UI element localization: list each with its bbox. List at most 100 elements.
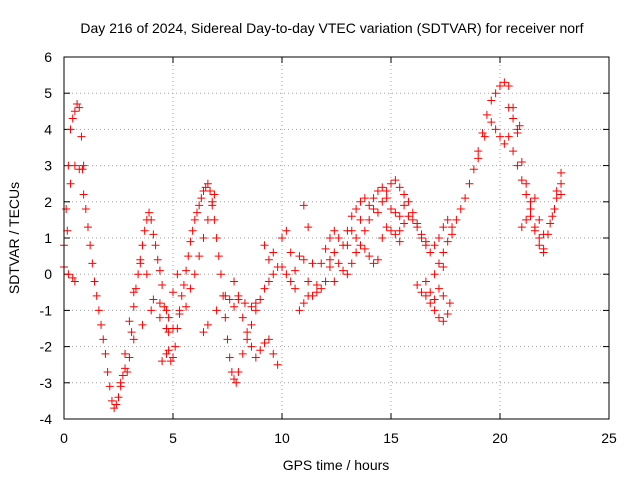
data-point (461, 194, 470, 203)
data-point (83, 223, 92, 232)
data-point (421, 237, 430, 246)
data-point (140, 226, 149, 235)
data-point (158, 281, 167, 290)
data-point (387, 179, 395, 188)
data-point (138, 241, 147, 250)
y-tick-label: -1 (40, 302, 53, 318)
data-point (513, 161, 522, 170)
data-point (430, 295, 439, 304)
data-point (151, 241, 160, 250)
data-point (347, 212, 356, 221)
data-point (129, 302, 138, 311)
data-point (269, 270, 278, 279)
data-point (557, 168, 566, 177)
plot-frame (63, 56, 610, 420)
data-point (203, 320, 212, 329)
data-point (395, 237, 404, 246)
data-point (474, 147, 483, 156)
data-point (64, 270, 73, 279)
data-point (426, 288, 435, 297)
data-point (86, 241, 95, 250)
data-point (97, 320, 106, 329)
data-point (434, 259, 443, 268)
data-point (304, 291, 313, 300)
data-point (164, 346, 173, 355)
data-point (491, 89, 500, 98)
data-point (500, 139, 509, 148)
data-point (123, 367, 132, 376)
data-point (101, 349, 110, 358)
x-axis-label: GPS time / hours (283, 457, 390, 473)
data-point (421, 291, 430, 300)
data-point (88, 259, 97, 268)
data-point (443, 310, 452, 319)
data-point (282, 226, 291, 235)
data-point (182, 266, 191, 275)
data-point (155, 266, 164, 275)
data-point (369, 205, 378, 214)
data-point (273, 360, 282, 369)
data-point (286, 248, 295, 257)
data-point (264, 277, 273, 286)
data-point (90, 277, 99, 286)
data-point (387, 205, 395, 214)
data-point (286, 277, 295, 286)
data-point (208, 197, 217, 206)
data-point (522, 215, 531, 224)
data-point (195, 201, 204, 210)
data-point (413, 223, 422, 232)
data-point (443, 237, 452, 246)
data-point (75, 165, 84, 174)
y-tick-label: -2 (40, 339, 53, 355)
data-point (138, 320, 147, 329)
data-point (352, 234, 361, 242)
data-point (221, 313, 230, 322)
data-point (251, 306, 260, 315)
data-point (164, 313, 173, 322)
data-point (430, 241, 439, 250)
data-point (378, 183, 387, 192)
data-point (62, 205, 71, 214)
data-point (116, 378, 125, 387)
data-point (201, 183, 210, 192)
y-tick-label: -3 (40, 375, 53, 391)
data-point (127, 328, 136, 337)
data-point (147, 306, 156, 315)
data-point (369, 194, 378, 203)
data-point (216, 270, 225, 279)
data-point (70, 161, 79, 170)
data-point (230, 277, 239, 286)
data-point (79, 190, 88, 199)
data-point (81, 205, 90, 214)
data-point (164, 328, 173, 337)
x-tick-label: 20 (492, 430, 508, 446)
data-point (199, 234, 208, 242)
data-point (365, 201, 374, 210)
data-point (299, 201, 308, 210)
data-point (439, 291, 448, 300)
data-point (210, 190, 219, 199)
data-point (243, 328, 252, 337)
data-point (155, 313, 164, 322)
data-point (417, 234, 426, 242)
data-point (171, 342, 180, 351)
data-point (153, 255, 162, 264)
data-point (334, 259, 343, 268)
data-point (421, 277, 430, 286)
data-point (77, 132, 86, 141)
data-point (304, 223, 313, 232)
data-point (557, 190, 566, 199)
data-point (526, 205, 535, 214)
data-point (240, 299, 249, 308)
data-point (321, 244, 330, 253)
data-point (480, 132, 489, 141)
data-point (256, 295, 265, 304)
data-point (500, 78, 509, 87)
data-point (478, 129, 487, 138)
data-point (430, 306, 439, 315)
data-point (391, 176, 400, 185)
data-point (504, 103, 513, 112)
data-point (426, 299, 435, 308)
data-point (400, 201, 409, 210)
data-point (312, 281, 321, 290)
